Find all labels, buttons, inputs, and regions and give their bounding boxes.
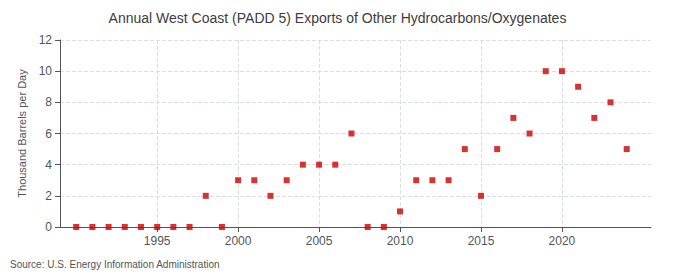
svg-text:2005: 2005 [306,234,333,248]
svg-text:Thousand Barrels per Day: Thousand Barrels per Day [16,69,28,198]
svg-text:12: 12 [39,33,53,47]
svg-text:0: 0 [45,220,52,234]
svg-text:2015: 2015 [468,234,495,248]
svg-text:2020: 2020 [549,234,576,248]
svg-text:Annual West Coast (PADD 5) Exp: Annual West Coast (PADD 5) Exports of Ot… [109,10,567,26]
svg-text:2000: 2000 [225,234,252,248]
svg-text:8: 8 [45,95,52,109]
svg-text:4: 4 [45,158,52,172]
svg-text:10: 10 [39,64,53,78]
svg-text:Source: U.S. Energy Informatio: Source: U.S. Energy Information Administ… [10,259,220,270]
svg-text:2010: 2010 [387,234,414,248]
svg-text:1995: 1995 [144,234,171,248]
svg-text:6: 6 [45,127,52,141]
svg-text:2: 2 [45,189,52,203]
